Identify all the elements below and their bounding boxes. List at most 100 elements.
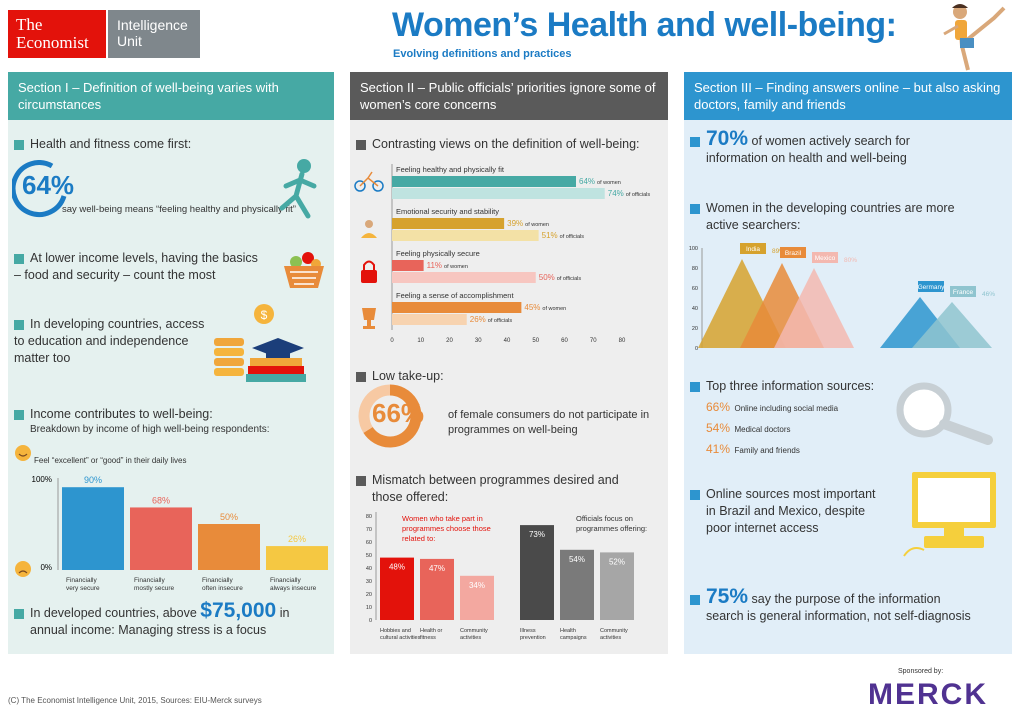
health-heading: Health and fitness come first: — [30, 137, 192, 151]
search-ytick: 0 — [695, 346, 698, 352]
logo-line1: The — [16, 15, 43, 34]
contrast-xtick: 80 — [619, 338, 626, 344]
donut-slice — [358, 384, 391, 433]
contrast-xtick: 70 — [590, 338, 597, 344]
logo-line2: Economist — [16, 33, 89, 52]
lowtake-pct: 66% — [372, 398, 425, 428]
search-country-label: Brazil — [785, 250, 802, 257]
women-programmes-note: Women who take part in programmes choose… — [402, 514, 491, 544]
online-heading: Online sources most important in Brazil … — [690, 486, 876, 537]
mismatch-category-label: Community — [600, 628, 628, 634]
mismatch-category-label: Community — [460, 628, 488, 634]
mismatch-ytick: 70 — [366, 527, 372, 533]
search-text-line1: of women actively search for — [751, 134, 910, 148]
health-ring-icon — [12, 160, 67, 218]
developed-line2: in — [279, 606, 290, 620]
contrast-bar-chart: Feeling healthy and physically fit 64% of … — [354, 164, 650, 344]
computer-icon — [903, 472, 996, 557]
mismatch-category-label-2: activities — [600, 635, 621, 641]
bullet-square-icon — [356, 475, 366, 486]
bullet-square-icon — [690, 381, 700, 392]
mismatch-bar — [520, 525, 554, 620]
mismatch-bar — [600, 552, 634, 620]
developed-line3: annual income: Managing stress is a focu… — [30, 623, 267, 637]
mismatch-category-label-2: campaigns — [560, 635, 587, 641]
search-country-tag — [812, 252, 838, 263]
dev-searchers-line1: Women in the developing countries are mo… — [706, 201, 955, 215]
mismatch-ytick: 40 — [366, 566, 372, 572]
mismatch-category-label-2: activities — [460, 635, 481, 641]
lowtake-text: of female consumers do not participate i… — [448, 408, 649, 438]
online-line3: poor internet access — [706, 521, 819, 535]
mismatch-bar — [560, 549, 594, 620]
contrast-heading-row: Contrasting views on the definition of w… — [356, 136, 640, 153]
lowtake-heading-row: Low take-up: — [356, 368, 444, 385]
developing-heading: In developing countries, access to educa… — [14, 316, 204, 367]
contrast-bar — [392, 230, 539, 241]
search-ytick: 100 — [689, 246, 698, 252]
income-bar-label: 50% — [220, 512, 238, 522]
bullet-square-icon — [14, 608, 24, 619]
mismatch-bar — [420, 558, 454, 620]
search-peak — [912, 302, 992, 348]
section-1-heading: Section I – Definition of well-being var… — [8, 72, 334, 120]
search-country-label: France — [953, 289, 974, 296]
income-bar — [266, 546, 328, 570]
page-title: Women’s Health and well-being: — [392, 6, 897, 44]
search-ytick: 40 — [692, 306, 698, 312]
officials-note-line1: Officials focus on — [576, 514, 633, 523]
source-pct: 66% — [706, 400, 731, 414]
contrib-subheading: Breakdown by income of high well-being r… — [30, 424, 270, 435]
income-bar — [198, 524, 260, 570]
income-category-label: Financially — [134, 577, 165, 584]
bullet-square-icon — [690, 203, 700, 214]
contrast-bar-label: 39% of women — [507, 219, 549, 228]
contrast-xtick: 0 — [390, 338, 394, 344]
developed-heading: In developed countries, above $75,000 in… — [14, 600, 290, 639]
mismatch-ytick: 60 — [366, 540, 372, 546]
copyright: (C) The Economist Intelligence Unit, 201… — [8, 696, 262, 705]
svg-text:$: $ — [261, 308, 268, 322]
search-value-label: 89% — [772, 248, 785, 255]
search-text-line2: information on health and well-being — [706, 151, 907, 165]
mismatch-ytick: 50 — [366, 553, 372, 559]
income-bar-label: 26% — [288, 534, 306, 544]
source-item: 66% Online including social media — [706, 398, 838, 416]
income-bar-label: 90% — [84, 475, 102, 485]
contrast-bar — [392, 176, 576, 187]
sources-heading: Top three information sources: — [706, 379, 875, 393]
women-note-line1: Women who take part in — [402, 514, 483, 523]
contrast-bar-label: 45% of women — [524, 303, 566, 312]
bullet-square-icon — [690, 594, 700, 605]
dev-searchers-line2: active searchers: — [706, 218, 801, 232]
search-country-tag — [918, 281, 944, 292]
running-woman-icon — [279, 159, 317, 219]
mismatch-ytick: 10 — [366, 605, 372, 611]
income-category-label-2: mostly secure — [134, 585, 174, 592]
sources-list: 66% Online including social media 54% Me… — [706, 398, 838, 458]
contrast-bar-label: 51% of officials — [542, 231, 585, 240]
contrast-bar-label: 26% of officials — [470, 315, 513, 324]
dev-heading-line1: In developing countries, access — [30, 317, 205, 331]
cyclist-icon — [354, 171, 384, 192]
bullet-square-icon — [14, 409, 24, 420]
income-chart-note: Feel “excellent” or “good” in their dail… — [34, 456, 187, 465]
mismatch-category-label-2: cultural activities — [380, 635, 421, 641]
lowtake-heading: Low take-up: — [372, 369, 444, 383]
purpose-pct: 75% — [706, 585, 749, 608]
bullet-square-icon — [14, 253, 24, 264]
food-basket-icon — [284, 252, 324, 288]
developing-searchers-heading: Women in the developing countries are mo… — [690, 200, 955, 234]
mismatch-heading-line2: those offered: — [372, 490, 449, 504]
sad-face-icon — [15, 561, 31, 577]
search-country-tag — [780, 247, 806, 258]
dev-heading-line2: to education and independence — [14, 334, 189, 348]
online-line2: in Brazil and Mexico, despite — [706, 504, 866, 518]
contrast-bar — [392, 188, 605, 199]
mismatch-ytick: 30 — [366, 579, 372, 585]
contrast-xtick: 30 — [475, 338, 482, 344]
search-value-label: 46% — [982, 291, 995, 298]
bullet-square-icon — [690, 489, 700, 500]
mismatch-bar-label: 54% — [569, 555, 585, 564]
